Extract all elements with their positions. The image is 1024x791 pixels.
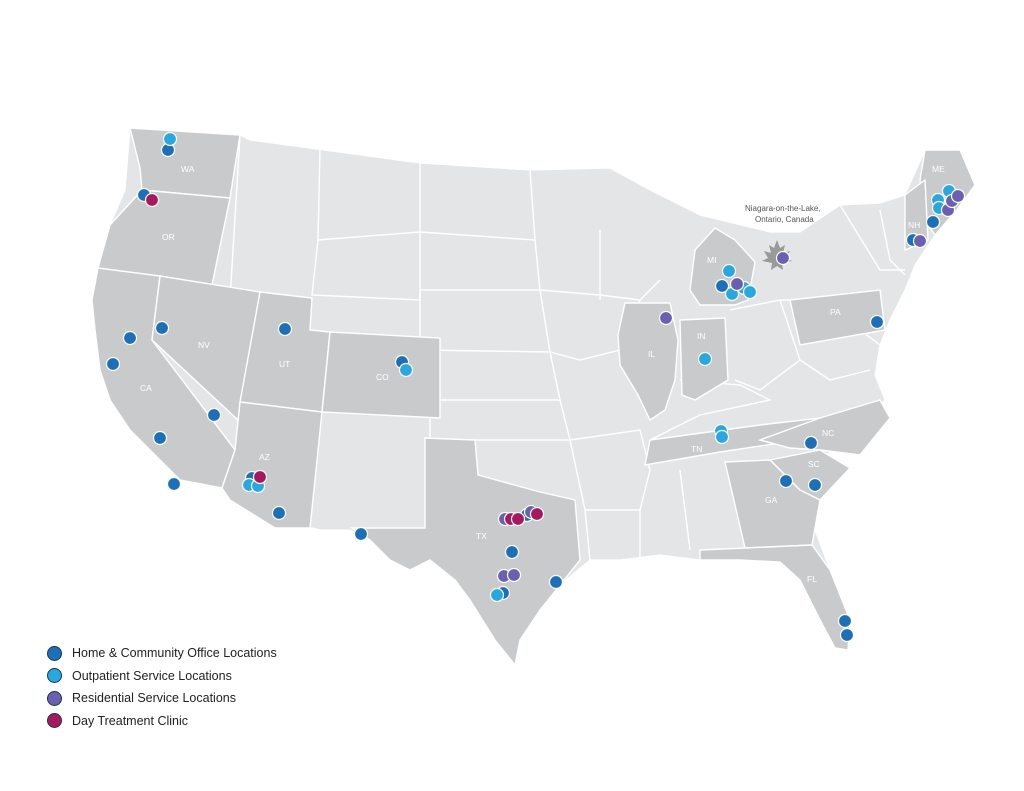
home-community-marker[interactable] [778,473,794,489]
state-label: TN [691,444,702,454]
state-label: NC [822,428,834,438]
home-community-marker[interactable] [271,505,287,521]
residential-marker[interactable] [775,250,791,266]
state-label: CA [140,383,152,393]
home-community-marker[interactable] [504,544,520,560]
state-label: FL [807,574,817,584]
state-label: CO [376,372,389,382]
state-label: SC [808,459,820,469]
legend-label: Home & Community Office Locations [72,646,277,661]
home-community-marker[interactable] [839,627,855,643]
state-fl [699,544,851,651]
outpatient-marker[interactable] [714,429,730,445]
state-label: IL [648,349,655,359]
legend-dot [47,690,62,706]
state-label: IN [697,331,706,341]
state-label: TX [476,531,487,541]
home-community-marker[interactable] [166,476,182,492]
state-tx [349,437,581,667]
canada-note-line1: Niagara-on-the-Lake, [745,204,821,213]
outpatient-marker[interactable] [489,587,505,603]
day-treatment-marker[interactable] [510,511,526,527]
outpatient-marker[interactable] [721,263,737,279]
state-label: NH [908,220,920,230]
home-community-marker[interactable] [869,314,885,330]
state-il [617,302,679,422]
home-community-marker[interactable] [353,526,369,542]
outpatient-marker[interactable] [742,284,758,300]
home-community-marker[interactable] [105,356,121,372]
state-label: WA [181,164,195,174]
residential-marker[interactable] [950,188,966,204]
state-nc [757,399,891,456]
residential-marker[interactable] [912,233,928,249]
home-community-marker[interactable] [548,574,564,590]
residential-marker[interactable] [729,276,745,292]
outpatient-marker[interactable] [162,131,178,147]
state-pa [789,289,886,346]
state-label: OR [162,232,175,242]
location-markers [105,131,966,643]
day-treatment-marker[interactable] [529,506,545,522]
state-label: GA [765,495,778,505]
home-community-marker[interactable] [714,278,730,294]
legend-label: Outpatient Service Locations [72,668,232,683]
legend-dot [47,713,62,729]
state-labels: WA OR CA NV UT AZ CO TX MI IL IN TN PA N… [140,164,945,584]
residential-marker[interactable] [658,310,674,326]
day-treatment-marker[interactable] [252,469,268,485]
home-community-marker[interactable] [837,613,853,629]
state-label: PA [830,307,841,317]
state-borders [229,134,906,561]
outpatient-marker[interactable] [697,351,713,367]
legend-dot [47,668,62,684]
state-label: NV [198,340,210,350]
map-legend: Home & Community Office Locations Outpat… [47,642,277,732]
home-community-marker[interactable] [122,330,138,346]
residential-marker[interactable] [506,567,522,583]
state-az [221,401,323,529]
state-label: ME [932,164,945,174]
legend-item-home-community: Home & Community Office Locations [47,642,277,665]
state-label: UT [279,359,290,369]
state-co [321,331,441,419]
legend-label: Day Treatment Clinic [72,713,189,728]
day-treatment-marker[interactable] [144,192,160,208]
state-nh [904,178,929,252]
state-wa [129,127,241,199]
served-states [91,127,976,667]
legend-item-outpatient: Outpatient Service Locations [47,665,277,688]
outpatient-marker[interactable] [398,362,414,378]
state-label: AZ [259,452,270,462]
legend-item-day-treatment: Day Treatment Clinic [47,710,277,733]
home-community-marker[interactable] [803,435,819,451]
legend-item-residential: Residential Service Locations [47,687,277,710]
legend-label: Residential Service Locations [72,691,236,706]
canada-note-line2: Ontario, Canada [755,215,814,224]
home-community-marker[interactable] [807,477,823,493]
legend-dot [47,645,62,661]
home-community-marker[interactable] [206,407,222,423]
state-label: MI [707,255,716,265]
home-community-marker[interactable] [154,320,170,336]
home-community-marker[interactable] [152,430,168,446]
home-community-marker[interactable] [277,321,293,337]
home-community-marker[interactable] [925,214,941,230]
